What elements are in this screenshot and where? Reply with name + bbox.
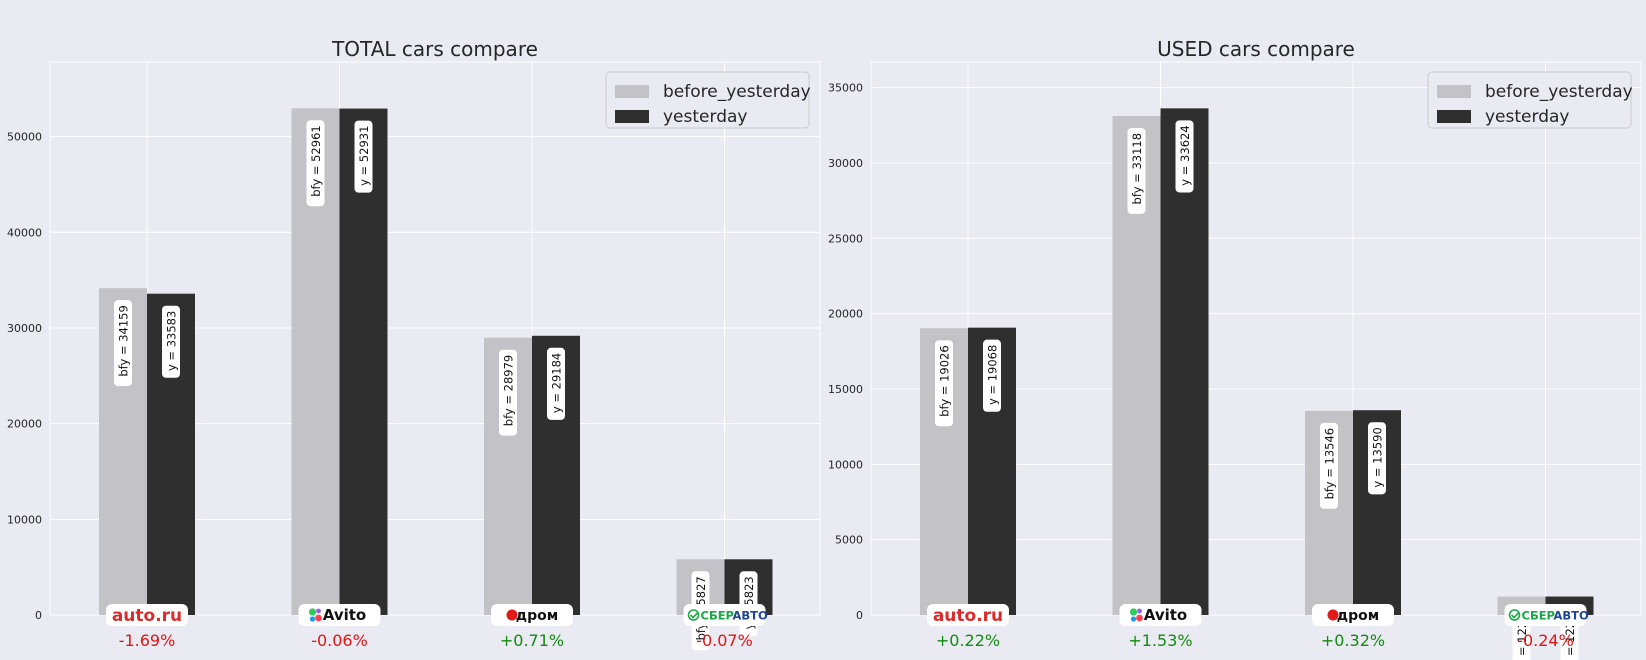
autoru-logo-text: auto.ru (933, 606, 1003, 626)
bar-label-text: y = 19068 (986, 345, 1000, 405)
legend: before_yesterday yesterday (606, 72, 811, 128)
bar-label-text: y = 13590 (1371, 427, 1385, 487)
bar-value-label: bfy = 52961 (307, 120, 325, 206)
avito-logo-text: Avito (1144, 606, 1187, 624)
logo-avito: Avito (1120, 604, 1202, 626)
bar-value-label: y = 29184 (547, 348, 565, 420)
bar-value-label: bfy = 28979 (499, 350, 517, 436)
y-tick-label: 40000 (7, 226, 42, 239)
bar-label-text: bfy = 33118 (1130, 133, 1144, 204)
sber-logo-text: СБЕР (701, 609, 735, 623)
legend-label: before_yesterday (663, 82, 811, 102)
percent-change: -0.24% (1517, 631, 1574, 650)
bar-label-text: bfy = 52961 (309, 125, 323, 196)
avito-dot (1136, 615, 1143, 622)
avito-dot (316, 609, 321, 614)
bar-value-label: y = 52931 (355, 121, 373, 193)
bar-value-label: bfy = 19026 (935, 340, 953, 426)
y-tick-label: 35000 (828, 82, 863, 95)
logo-drom: дром (1312, 604, 1394, 626)
y-tick-label: 20000 (828, 308, 863, 321)
drom-logo-text: дром (1337, 608, 1379, 624)
sber-avto-logo-text: АВТО (733, 609, 769, 623)
bar-value-label: y = 33583 (162, 306, 180, 378)
y-tick-label: 5000 (835, 534, 863, 547)
avito-dot (1130, 608, 1137, 615)
avito-dot (309, 608, 316, 615)
drom-logo-text: дром (516, 608, 558, 624)
legend-label: yesterday (663, 107, 747, 127)
bar-value-label: y = 13590 (1368, 422, 1386, 494)
bar-label-text: bfy = 13546 (1323, 428, 1337, 499)
bar-label-text: y = 29184 (550, 353, 564, 413)
avito-dot (315, 615, 322, 622)
bar-label-text: y = 52931 (357, 126, 371, 186)
sber-logo-text: СБЕР (1522, 609, 1556, 623)
y-tick-label: 50000 (7, 131, 42, 144)
y-tick-label: 30000 (828, 157, 863, 170)
bar-label-text: bfy = 34159 (117, 305, 131, 376)
bar-label-text: y = 33583 (165, 311, 179, 371)
y-tick-label: 25000 (828, 232, 863, 245)
bar-value-label: y = 19068 (983, 340, 1001, 412)
used-cars-chart: 0 5000 10000 15000 20000 25000 30000 35000 USED … (828, 37, 1641, 660)
y-tick-label: 15000 (828, 383, 863, 396)
percent-change: -0.07% (696, 631, 753, 650)
legend-swatch (1437, 85, 1471, 98)
percent-change: -1.69% (119, 631, 176, 650)
chart-title: TOTAL cars compare (331, 37, 538, 61)
avito-dot (310, 616, 315, 621)
autoru-logo-text: auto.ru (112, 606, 182, 626)
legend-label: yesterday (1485, 107, 1569, 127)
percent-change: -0.06% (311, 631, 368, 650)
avito-logo-text: Avito (323, 606, 366, 624)
y-tick-label: 10000 (828, 458, 863, 471)
bar-value-label: bfy = 13546 (1320, 423, 1338, 509)
logo-drom: дром (491, 604, 573, 626)
y-tick-label: 20000 (7, 418, 42, 431)
bar-value-label: y = 33624 (1176, 120, 1194, 192)
chart-title: USED cars compare (1157, 37, 1355, 61)
bar-value-label: y = 5823 (740, 571, 758, 636)
y-tick-label: 0 (35, 609, 42, 622)
y-tick-label: 0 (856, 609, 863, 622)
bar-label-text: y = 33624 (1178, 125, 1192, 185)
legend-swatch (1437, 110, 1471, 123)
legend-swatch (615, 110, 649, 123)
percent-change: +0.22% (936, 631, 1000, 650)
legend-label: before_yesterday (1485, 82, 1633, 102)
bar-label-text: bfy = 28979 (502, 355, 516, 426)
bar-value-label: bfy = 33118 (1128, 128, 1146, 214)
legend-swatch (615, 85, 649, 98)
y-tick-label: 10000 (7, 513, 42, 526)
logo-autoru: auto.ru (927, 604, 1009, 626)
percent-change: +0.71% (500, 631, 564, 650)
y-tick-label: 30000 (7, 322, 42, 335)
avito-dot (1137, 609, 1142, 614)
logo-autoru: auto.ru (106, 604, 188, 626)
percent-change: +1.53% (1128, 631, 1192, 650)
bar-label-text: bfy = 19026 (938, 345, 952, 416)
legend: before_yesterday yesterday (1428, 72, 1633, 128)
total-cars-chart: 0 10000 20000 30000 40000 50000 TOTAL cars com… (7, 37, 820, 650)
sber-avto-logo-text: АВТО (1554, 609, 1590, 623)
percent-change: +0.32% (1321, 631, 1385, 650)
logo-avito: Avito (299, 604, 381, 626)
avito-dot (1131, 616, 1136, 621)
bar-value-label: bfy = 34159 (114, 300, 132, 386)
